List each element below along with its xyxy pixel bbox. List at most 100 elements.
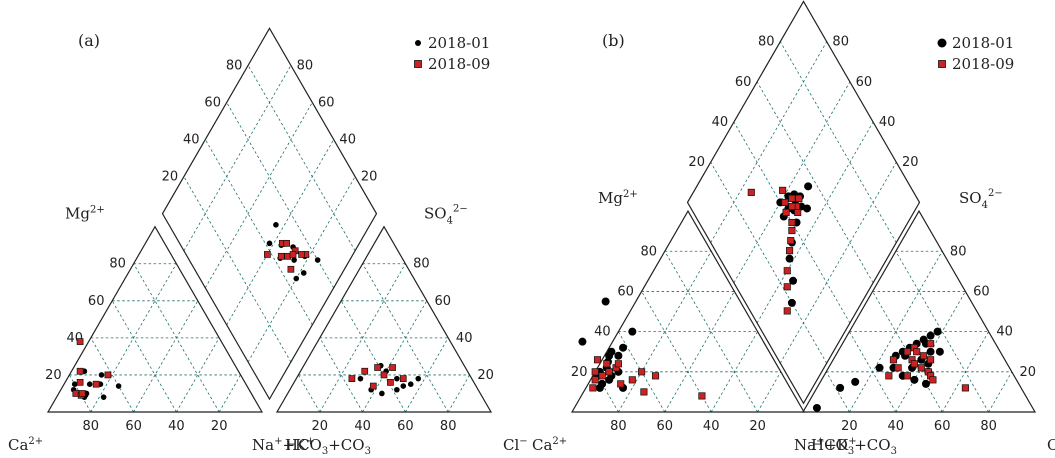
diamond-tick-left: 20 bbox=[162, 170, 179, 185]
cation-point bbox=[614, 351, 623, 360]
cation-tick-ca: 20 bbox=[749, 419, 766, 434]
diamond-tick-left: 40 bbox=[183, 133, 200, 148]
diamond-point bbox=[788, 202, 796, 210]
diamond-point bbox=[779, 186, 787, 194]
cation-triangle bbox=[570, 209, 806, 413]
diamond-point bbox=[794, 208, 802, 217]
cation-tick-ca: 40 bbox=[168, 419, 185, 434]
cation-tick-mg: 40 bbox=[594, 325, 611, 340]
cation-gridline bbox=[218, 374, 241, 413]
anion-point bbox=[374, 364, 381, 371]
anion-gridline bbox=[447, 374, 470, 413]
cation-point bbox=[619, 343, 628, 352]
anion-tick-cl: 60 bbox=[934, 419, 951, 434]
cation-point bbox=[638, 368, 646, 376]
anion-gridline bbox=[895, 251, 989, 413]
label-mg: Mg2+ bbox=[65, 205, 105, 223]
cation-tick-ca: 60 bbox=[657, 419, 674, 434]
anion-triangle bbox=[275, 225, 493, 413]
diamond-point bbox=[747, 188, 755, 196]
anion-point bbox=[348, 375, 356, 382]
label-ca: Ca2+ bbox=[532, 436, 567, 454]
diamond-point bbox=[783, 307, 791, 315]
legend-entry: 2018-09 bbox=[428, 55, 490, 73]
anion-point bbox=[910, 360, 918, 368]
anion-point bbox=[927, 340, 935, 348]
cation-point bbox=[698, 392, 706, 400]
anion-point bbox=[812, 403, 821, 412]
cation-tick-ca: 20 bbox=[211, 419, 228, 434]
label-so4: SO42− bbox=[959, 188, 1003, 211]
legend-marker-square bbox=[938, 60, 946, 68]
cation-point bbox=[589, 384, 597, 392]
cation-point bbox=[601, 297, 610, 306]
diamond-point bbox=[293, 275, 300, 282]
diamond-tick-right: 80 bbox=[832, 35, 849, 50]
diamond-point bbox=[291, 257, 297, 263]
label-cl: Cl− bbox=[1047, 436, 1055, 454]
anion-gridline bbox=[319, 337, 363, 413]
diamond-point bbox=[783, 283, 791, 291]
diamond-gridline bbox=[204, 102, 313, 289]
label-cl: Cl− bbox=[503, 436, 528, 454]
diamond-point bbox=[277, 252, 285, 260]
anion-gridline bbox=[362, 300, 428, 413]
diamond-gridline bbox=[183, 65, 292, 251]
legend-entry: 2018-01 bbox=[428, 34, 490, 52]
diamond-gridline bbox=[247, 65, 356, 251]
cation-tick-mg: 60 bbox=[88, 294, 105, 309]
cation-gridline bbox=[90, 337, 134, 413]
diamond-gridline bbox=[710, 41, 828, 243]
cation-point bbox=[605, 368, 613, 376]
diamond-gridline bbox=[710, 162, 828, 364]
cation-point bbox=[76, 367, 84, 375]
cation-point bbox=[614, 360, 622, 368]
diamond-point bbox=[289, 251, 297, 258]
panel-label: (b) bbox=[602, 31, 625, 50]
diamond-point bbox=[783, 267, 791, 275]
cation-gridline bbox=[710, 331, 758, 413]
anion-point bbox=[903, 348, 911, 356]
anion-tick-so4: 40 bbox=[996, 325, 1013, 340]
legend: 2018-01 2018-09 bbox=[937, 34, 1014, 73]
anion-point bbox=[926, 331, 935, 340]
anion-gridline bbox=[849, 331, 897, 413]
anion-point bbox=[400, 383, 407, 389]
label-hco3-co3: HCO3+CO3 bbox=[285, 436, 371, 457]
anion-point bbox=[935, 347, 944, 356]
anion-tick-so4: 20 bbox=[477, 368, 494, 383]
anion-point bbox=[920, 352, 928, 360]
anion-tick-cl: 20 bbox=[312, 419, 329, 434]
diamond bbox=[686, 0, 921, 405]
label-na-k: Na++K+ bbox=[252, 436, 315, 454]
series-2018-01 bbox=[70, 221, 422, 400]
anion-point bbox=[836, 383, 845, 392]
diamond-tick-left: 40 bbox=[712, 115, 729, 130]
cation-tick-mg: 60 bbox=[617, 284, 634, 299]
anion-point bbox=[875, 363, 884, 372]
diamond-tick-right: 60 bbox=[318, 95, 335, 110]
cation-tick-mg: 20 bbox=[571, 365, 588, 380]
cation-triangle bbox=[46, 225, 264, 413]
diamond-point bbox=[789, 276, 798, 285]
anion-point bbox=[357, 375, 364, 382]
cation-point bbox=[593, 356, 602, 364]
cation-point bbox=[607, 347, 616, 356]
diamond-point bbox=[298, 251, 305, 258]
diamond-tick-left: 80 bbox=[226, 58, 243, 73]
legend-marker-circle bbox=[415, 40, 421, 46]
diamond-point bbox=[795, 194, 803, 202]
diamond-point bbox=[283, 239, 290, 247]
anion-gridline bbox=[298, 374, 321, 413]
anion-point bbox=[885, 372, 893, 380]
diamond-point bbox=[287, 265, 295, 273]
diamond-gridline bbox=[779, 162, 897, 364]
anion-gridline bbox=[849, 251, 943, 413]
anion-tick-cl: 80 bbox=[440, 419, 457, 434]
anion-point bbox=[394, 375, 400, 382]
cation-point bbox=[104, 371, 112, 379]
anion-point bbox=[917, 364, 925, 372]
diamond-tick-left: 20 bbox=[688, 155, 705, 170]
legend-marker-square bbox=[414, 60, 422, 68]
